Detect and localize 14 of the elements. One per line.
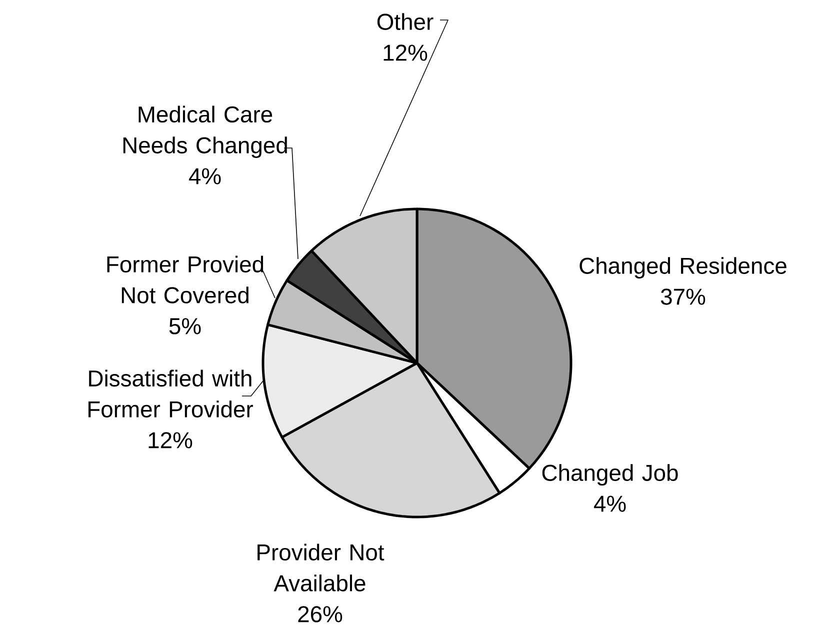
data-label: 5% — [169, 318, 201, 334]
data-label: 26% — [298, 606, 342, 622]
slice-label: Dissatisfied with Former Provider — [88, 370, 253, 418]
data-label: 37% — [660, 288, 706, 305]
slice-label: Changed Residence — [580, 257, 786, 278]
slice-label: Other — [377, 13, 434, 30]
slice-label: Provider Not Available — [258, 544, 384, 592]
slice-label: Former Provied Not Covered — [107, 256, 264, 304]
data-label: 4% — [594, 496, 626, 512]
slice-label: Changed Job — [542, 464, 678, 486]
data-label: 4% — [188, 168, 221, 184]
data-label: 12% — [148, 432, 192, 448]
data-label: 12% — [384, 44, 428, 61]
slice-label: Medical Care Needs Changed — [123, 106, 287, 158]
